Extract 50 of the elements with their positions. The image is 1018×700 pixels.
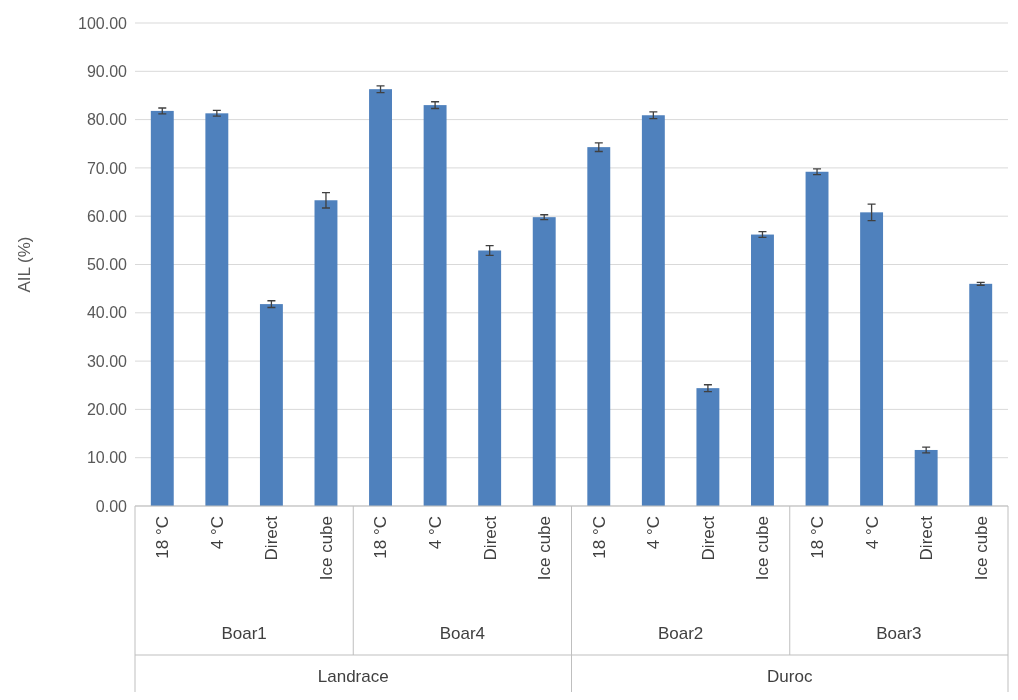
text: Landrace	[317, 666, 389, 686]
x-tick-label: Ice cube	[753, 516, 773, 581]
y-tick-label: 80.00	[86, 111, 128, 129]
bar	[478, 250, 502, 506]
x-tick-label: Direct	[917, 515, 937, 561]
y-tick-label: 100.00	[78, 14, 128, 32]
x-tick-label: 4 °C	[862, 516, 882, 550]
x-tick-label: Direct	[698, 515, 718, 561]
bar	[860, 212, 884, 506]
x-tick-label: Direct	[480, 515, 500, 561]
bar	[314, 200, 338, 506]
y-tick-label: 50.00	[86, 256, 128, 274]
y-tick-label: 60.00	[86, 207, 128, 225]
bar	[532, 217, 556, 506]
x-tick-label: Ice cube	[535, 516, 555, 581]
bar	[751, 234, 774, 506]
text: Boar3	[876, 623, 922, 643]
y-tick-label: 90.00	[86, 62, 128, 80]
text: Boar4	[439, 623, 486, 643]
x-tick-label: 4 °C	[207, 516, 227, 550]
y-tick-label: 70.00	[86, 159, 128, 177]
bar	[587, 147, 611, 506]
bar	[369, 89, 392, 506]
y-tick-label: 30.00	[86, 352, 128, 370]
text: Duroc	[767, 666, 813, 686]
bar	[423, 105, 447, 506]
bar	[969, 283, 993, 506]
x-tick-label: Ice cube	[316, 516, 336, 581]
y-tick-label: 40.00	[86, 304, 128, 322]
x-tick-label: 18 °C	[589, 516, 609, 559]
y-tick-label: 0.00	[95, 497, 128, 515]
text: Boar1	[221, 623, 267, 643]
y-axis-title: AIL (%)	[15, 236, 34, 293]
y-tick-label: 10.00	[86, 449, 128, 467]
bar	[205, 113, 229, 506]
bar	[641, 115, 665, 506]
bar	[150, 110, 174, 506]
bar	[805, 171, 829, 506]
x-tick-label: 4 °C	[644, 516, 664, 550]
x-tick-label: 4 °C	[426, 516, 446, 550]
x-tick-label: 18 °C	[153, 516, 173, 559]
bar	[914, 449, 938, 506]
x-tick-label: 18 °C	[807, 516, 827, 559]
x-tick-label: 18 °C	[371, 516, 391, 559]
x-tick-label: Direct	[262, 515, 282, 561]
text: Boar2	[657, 623, 704, 643]
y-tick-label: 20.00	[86, 401, 128, 418]
bar	[259, 304, 283, 506]
bar	[696, 388, 720, 506]
x-tick-label: Ice cube	[971, 516, 991, 581]
